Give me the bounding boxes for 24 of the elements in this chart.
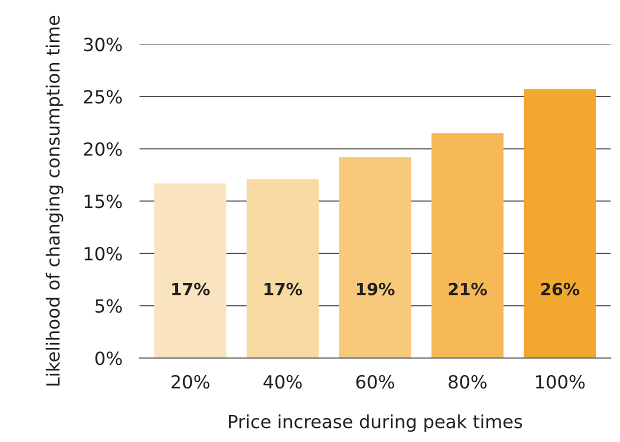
bar — [339, 157, 412, 358]
data-label: 21% — [448, 282, 487, 296]
y-tick-label: 10% — [84, 246, 122, 261]
x-tick-label: 20% — [172, 375, 210, 389]
x-tick-label: 60% — [356, 375, 394, 389]
y-axis-title: Likelihood of changing consumption time — [46, 16, 64, 386]
bar — [154, 183, 226, 358]
data-label: 26% — [541, 282, 580, 296]
y-tick-label: 20% — [84, 142, 122, 156]
data-label: 17% — [264, 282, 302, 296]
y-tick-label: 5% — [96, 299, 122, 313]
data-label: 19% — [357, 282, 395, 296]
y-tick-label: 30% — [84, 38, 122, 52]
x-tick-label: 80% — [448, 375, 487, 389]
x-axis-title: Price increase during peak times — [229, 414, 522, 432]
data-label: 17% — [172, 282, 210, 296]
bar — [246, 179, 319, 358]
y-tick-label: 25% — [84, 90, 122, 104]
y-tick-label: 15% — [84, 194, 122, 208]
x-tick-label: 40% — [264, 375, 302, 389]
x-tick-label: 100% — [536, 375, 585, 389]
y-tick-label: 0% — [95, 351, 122, 366]
bar — [431, 133, 504, 358]
bar — [524, 89, 596, 358]
